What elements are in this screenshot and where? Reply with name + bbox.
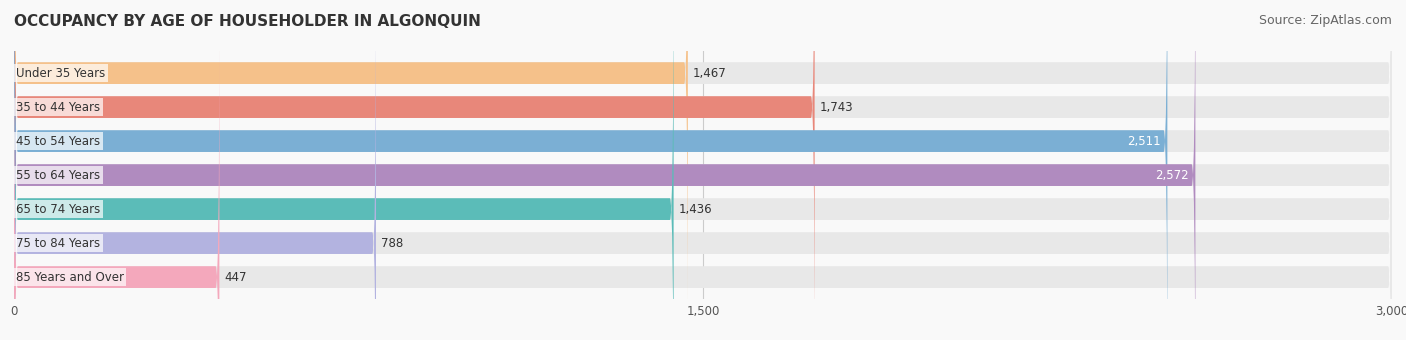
Text: Under 35 Years: Under 35 Years — [17, 67, 105, 80]
Text: 1,436: 1,436 — [678, 203, 711, 216]
Text: OCCUPANCY BY AGE OF HOUSEHOLDER IN ALGONQUIN: OCCUPANCY BY AGE OF HOUSEHOLDER IN ALGON… — [14, 14, 481, 29]
Text: 1,467: 1,467 — [692, 67, 725, 80]
FancyBboxPatch shape — [14, 0, 1392, 340]
Text: 75 to 84 Years: 75 to 84 Years — [17, 237, 100, 250]
FancyBboxPatch shape — [14, 0, 688, 334]
Text: 447: 447 — [224, 271, 246, 284]
FancyBboxPatch shape — [14, 0, 1392, 340]
Text: 2,572: 2,572 — [1154, 169, 1188, 182]
Text: 65 to 74 Years: 65 to 74 Years — [17, 203, 101, 216]
FancyBboxPatch shape — [14, 0, 1392, 334]
FancyBboxPatch shape — [14, 0, 1195, 340]
FancyBboxPatch shape — [14, 0, 1392, 340]
Text: 1,743: 1,743 — [820, 101, 853, 114]
FancyBboxPatch shape — [14, 16, 219, 340]
Text: 788: 788 — [381, 237, 404, 250]
Text: 2,511: 2,511 — [1126, 135, 1160, 148]
Text: Source: ZipAtlas.com: Source: ZipAtlas.com — [1258, 14, 1392, 27]
FancyBboxPatch shape — [14, 0, 1392, 340]
Text: 35 to 44 Years: 35 to 44 Years — [17, 101, 100, 114]
FancyBboxPatch shape — [14, 0, 1167, 340]
FancyBboxPatch shape — [14, 0, 1392, 340]
Text: 55 to 64 Years: 55 to 64 Years — [17, 169, 100, 182]
FancyBboxPatch shape — [14, 0, 814, 340]
Text: 85 Years and Over: 85 Years and Over — [17, 271, 124, 284]
Text: 45 to 54 Years: 45 to 54 Years — [17, 135, 100, 148]
FancyBboxPatch shape — [14, 0, 673, 340]
FancyBboxPatch shape — [14, 16, 1392, 340]
FancyBboxPatch shape — [14, 0, 375, 340]
